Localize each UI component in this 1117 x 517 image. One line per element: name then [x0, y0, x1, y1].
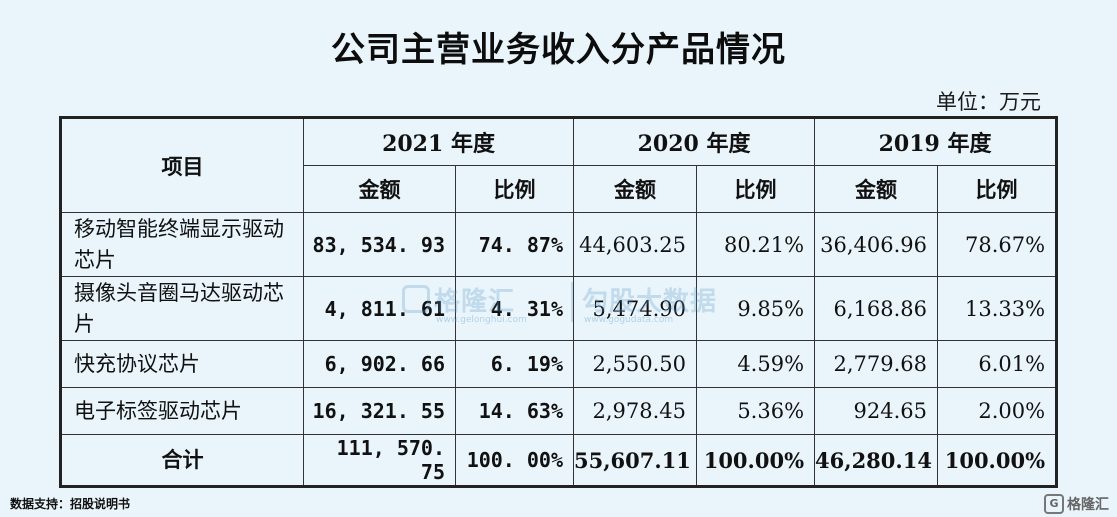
corner-logo: G 格隆汇	[1044, 494, 1109, 514]
total-ratio-2019: 100.00%	[937, 434, 1058, 487]
amount-2021: 16, 321. 55	[303, 387, 456, 435]
amount-2019: 2,779.68	[814, 340, 939, 388]
ratio-2019: 13.33%	[937, 276, 1058, 341]
product-name: 移动智能终端显示驱动芯片	[60, 212, 304, 277]
ratio-2019: 78.67%	[937, 212, 1058, 277]
amount-2021: 4, 811. 61	[303, 276, 456, 341]
total-ratio-2021: 100. 00%	[454, 434, 575, 487]
ratio-2020: 5.36%	[696, 387, 816, 435]
total-row: 合计 111, 570. 75 100. 00% 55,607.11 100.0…	[60, 434, 1058, 487]
item-header: 项目	[60, 117, 304, 213]
product-name: 摄像头音圈马达驱动芯片	[60, 276, 304, 341]
revenue-table: 项目 2021 年度 2020 年度 2019 年度 金额 比例 金额 比例 金…	[59, 116, 1059, 488]
year-header-2021: 2021 年度	[302, 117, 575, 166]
ratio-2020: 4.59%	[696, 340, 816, 388]
amount-header: 金额	[303, 165, 456, 213]
watermark-logo-icon	[402, 285, 430, 313]
amount-2019: 6,168.86	[814, 276, 939, 341]
amount-2020: 5,474.90	[573, 276, 698, 341]
table-row: 移动智能终端显示驱动芯片 83, 534. 93 74. 87% 44,603.…	[60, 212, 1058, 277]
watermark-gelonghui-url: www.gelonghui.com	[436, 315, 527, 325]
ratio-2020: 9.85%	[696, 276, 816, 341]
table-row: 摄像头音圈马达驱动芯片 4, 811. 61 4. 31% 5,474.90 9…	[60, 276, 1058, 341]
total-amount-2021: 111, 570. 75	[303, 434, 456, 487]
table-header-row: 项目 2021 年度 2020 年度 2019 年度	[60, 117, 1058, 213]
total-ratio-2020: 100.00%	[696, 434, 816, 487]
source-note: 数据支持：招股说明书	[10, 497, 131, 511]
table-row: 快充协议芯片 6, 902. 66 6. 19% 2,550.50 4.59% …	[60, 340, 1058, 388]
table-row: 电子标签驱动芯片 16, 321. 55 14. 63% 2,978.45 5.…	[60, 387, 1058, 435]
ratio-header: 比例	[696, 165, 816, 213]
amount-2019: 36,406.96	[814, 212, 939, 277]
amount-2021: 6, 902. 66	[303, 340, 456, 388]
ratio-2021: 74. 87%	[454, 212, 575, 277]
amount-2020: 2,978.45	[573, 387, 698, 435]
corner-logo-text: 格隆汇	[1067, 497, 1109, 513]
ratio-2021: 6. 19%	[454, 340, 575, 388]
amount-2020: 44,603.25	[573, 212, 698, 277]
ratio-2019: 2.00%	[937, 387, 1058, 435]
amount-header: 金额	[573, 165, 698, 213]
ratio-header: 比例	[454, 165, 575, 213]
ratio-header: 比例	[937, 165, 1058, 213]
amount-2020: 2,550.50	[573, 340, 698, 388]
product-name: 电子标签驱动芯片	[60, 387, 304, 435]
watermark-gogudata-url: www.gogudata.com	[584, 315, 674, 325]
total-amount-2019: 46,280.14	[814, 434, 939, 487]
year-header-2019: 2019 年度	[814, 117, 1058, 166]
gelonghui-logo-icon: G	[1044, 494, 1064, 514]
ratio-2019: 6.01%	[937, 340, 1058, 388]
watermark-gogudata: 勾股大数据	[582, 287, 718, 317]
total-amount-2020: 55,607.11	[573, 434, 698, 487]
total-label: 合计	[60, 434, 304, 487]
product-name: 快充协议芯片	[60, 340, 304, 388]
ratio-2020: 80.21%	[696, 212, 816, 277]
watermark-gelonghui: 格隆汇	[434, 287, 516, 317]
watermark-divider	[571, 282, 573, 322]
year-header-2020: 2020 年度	[573, 117, 816, 166]
amount-2021: 83, 534. 93	[303, 212, 456, 277]
page-title: 公司主营业务收入分产品情况	[331, 30, 786, 70]
ratio-2021: 14. 63%	[454, 387, 575, 435]
amount-2019: 924.65	[814, 387, 939, 435]
unit-label: 单位：万元	[936, 90, 1041, 114]
amount-header: 金额	[814, 165, 939, 213]
